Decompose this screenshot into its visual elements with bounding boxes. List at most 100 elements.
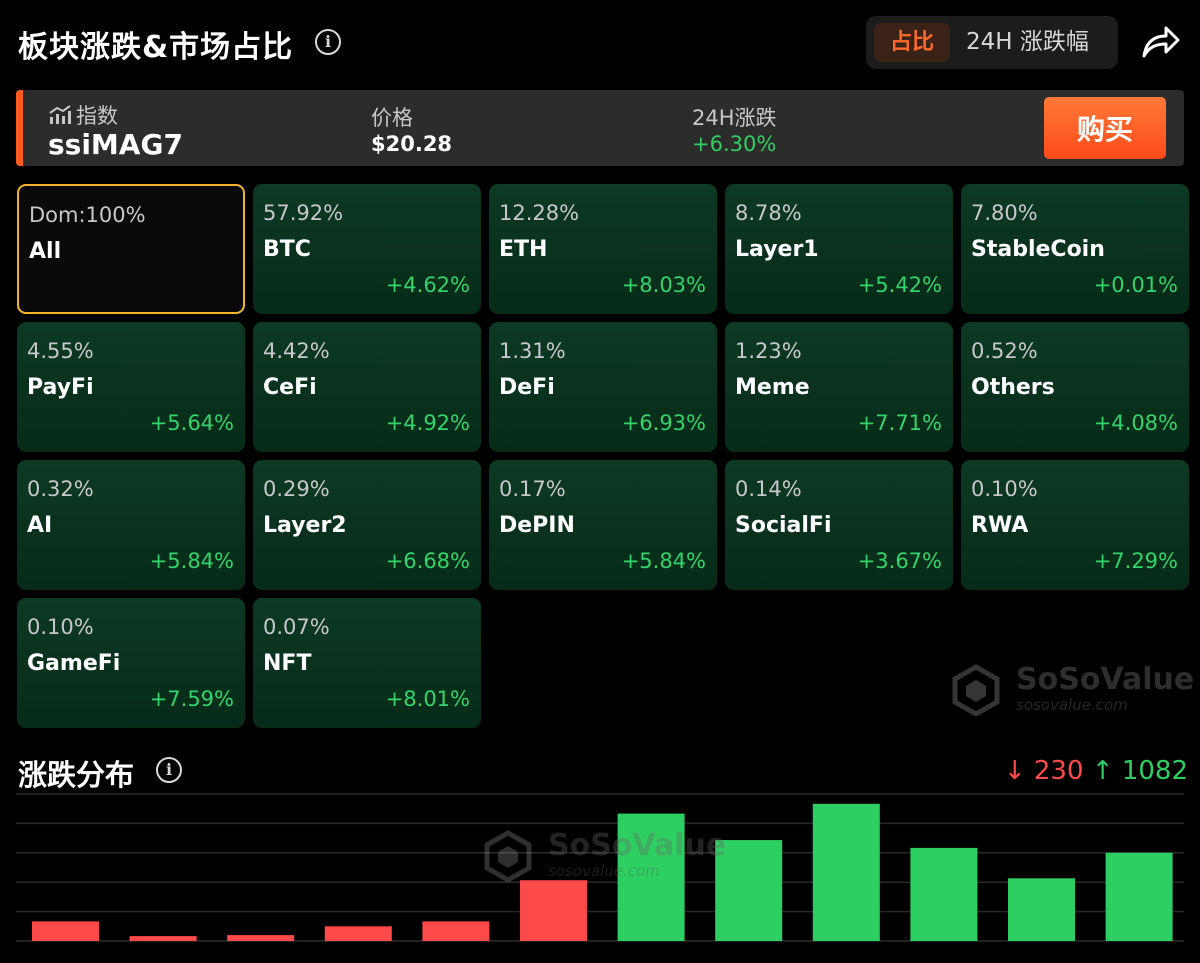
sector-dominance: 0.17%: [499, 477, 566, 501]
view-toggle: 占比 24H 涨跌幅: [866, 16, 1118, 69]
sector-name: RWA: [971, 513, 1029, 538]
sector-tile-payfi[interactable]: 4.55% PayFi +5.64%: [17, 322, 245, 452]
sector-change: +0.01%: [1093, 273, 1178, 297]
sector-grid: Dom:100% All 57.92% BTC +4.62% 12.28% ETH +8.03…: [17, 184, 1189, 730]
sector-dominance: 1.31%: [499, 339, 566, 363]
chart-icon: [49, 105, 71, 124]
sector-tile-defi[interactable]: 1.31% DeFi +6.93%: [489, 322, 717, 452]
sector-tile-all[interactable]: Dom:100% All: [17, 184, 245, 314]
sector-dominance: 0.14%: [735, 477, 802, 501]
distribution-title: 涨跌分布: [18, 758, 135, 792]
sector-name: StableCoin: [971, 237, 1105, 262]
sector-tile-ai[interactable]: 0.32% AI +5.84%: [17, 460, 245, 590]
sector-dominance: 0.29%: [263, 477, 330, 501]
bar-0[interactable]: [32, 921, 99, 941]
bar-8[interactable]: [812, 803, 880, 941]
buy-button[interactable]: 购买: [1044, 97, 1166, 159]
sector-tile-nft[interactable]: 0.07% NFT +8.01%: [253, 598, 481, 728]
index-label-text: 指数: [76, 104, 118, 128]
sector-dominance: 0.10%: [971, 477, 1038, 501]
sector-change: +5.64%: [149, 411, 234, 435]
bar-5[interactable]: [520, 880, 587, 941]
sector-change: +7.29%: [1093, 549, 1178, 573]
up-count: ↑ 1082: [1091, 756, 1188, 786]
sector-dominance: 0.07%: [263, 615, 330, 639]
share-icon[interactable]: [1140, 24, 1180, 60]
sector-tile-depin[interactable]: 0.17% DePIN +5.84%: [489, 460, 717, 590]
sector-tile-cefi[interactable]: 4.42% CeFi +4.92%: [253, 322, 481, 452]
bar-11[interactable]: [1105, 852, 1173, 941]
bar-2[interactable]: [227, 935, 295, 941]
page-title: 板块涨跌&市场占比: [18, 30, 294, 65]
bar-3[interactable]: [324, 926, 392, 941]
sector-change: +6.68%: [385, 549, 470, 573]
index-label: 指数: [48, 100, 118, 130]
sector-tile-stablecoin[interactable]: 7.80% StableCoin +0.01%: [961, 184, 1189, 314]
watermark-brand: SoSoValue: [1016, 662, 1195, 697]
sector-change: +7.71%: [857, 411, 942, 435]
sector-name: SocialFi: [735, 513, 832, 538]
sector-dominance: 12.28%: [499, 201, 580, 225]
bar-6[interactable]: [617, 813, 685, 941]
sector-tile-eth[interactable]: 12.28% ETH +8.03%: [489, 184, 717, 314]
bar-7[interactable]: [715, 840, 783, 941]
sector-change: +3.67%: [857, 549, 942, 573]
sector-dominance: Dom:100%: [29, 203, 146, 227]
brand-logo-icon: [952, 664, 1000, 716]
distribution-counts: ↓ 230 ↑ 1082: [1004, 756, 1188, 786]
sector-dominance: 4.42%: [263, 339, 330, 363]
watermark-brand: SoSoValue: [548, 828, 727, 863]
sector-tile-socialfi[interactable]: 0.14% SocialFi +3.67%: [725, 460, 953, 590]
sector-change: +4.62%: [385, 273, 470, 297]
sector-change: +4.92%: [385, 411, 470, 435]
sector-change: +7.59%: [149, 687, 234, 711]
sector-change: +5.84%: [621, 549, 706, 573]
sector-name: ETH: [499, 237, 548, 262]
watermark-url: sosovalue.com: [1016, 696, 1128, 714]
sector-tile-gamefi[interactable]: 0.10% GameFi +7.59%: [17, 598, 245, 728]
sector-tile-rwa[interactable]: 0.10% RWA +7.29%: [961, 460, 1189, 590]
bar-10[interactable]: [1008, 878, 1075, 941]
header: 板块涨跌&市场占比 i 占比 24H 涨跌幅: [0, 0, 1200, 88]
sector-dominance: 1.23%: [735, 339, 802, 363]
bar-4[interactable]: [422, 921, 490, 941]
sector-change: +4.08%: [1093, 411, 1178, 435]
sector-dominance: 0.10%: [27, 615, 94, 639]
distribution-info-icon[interactable]: i: [156, 757, 182, 783]
tab-24h-change[interactable]: 24H 涨跌幅: [966, 29, 1089, 55]
brand-logo-icon: [484, 830, 532, 882]
sector-name: AI: [27, 513, 53, 538]
distribution-chart: [16, 793, 1184, 942]
sector-name: NFT: [263, 651, 312, 676]
sector-dominance: 8.78%: [735, 201, 802, 225]
sector-dominance: 7.80%: [971, 201, 1038, 225]
sector-tile-layer2[interactable]: 0.29% Layer2 +6.68%: [253, 460, 481, 590]
sector-name: Others: [971, 375, 1055, 400]
sector-dominance: 57.92%: [263, 201, 344, 225]
watermark-url: sosovalue.com: [548, 862, 660, 880]
index-banner: 指数 ssiMAG7 价格 $20.28 24H涨跌 +6.30% 购买: [16, 90, 1184, 166]
change-label: 24H涨跌: [692, 106, 777, 130]
price-value: $20.28: [371, 132, 453, 156]
chart-watermark: SoSoValue sosovalue.com: [482, 826, 726, 886]
sector-dominance: 0.52%: [971, 339, 1038, 363]
down-count: ↓ 230: [1003, 756, 1084, 786]
sector-name: DeFi: [499, 375, 555, 400]
sector-name: PayFi: [27, 375, 94, 400]
sector-change: +8.01%: [385, 687, 470, 711]
sector-tile-btc[interactable]: 57.92% BTC +4.62%: [253, 184, 481, 314]
bar-1[interactable]: [129, 936, 197, 941]
sector-tile-others[interactable]: 0.52% Others +4.08%: [961, 322, 1189, 452]
accent-stripe: [16, 90, 23, 166]
sector-name: BTC: [263, 237, 311, 262]
sector-change: +8.03%: [621, 273, 706, 297]
index-name[interactable]: ssiMAG7: [48, 128, 183, 161]
tab-dominance[interactable]: 占比: [874, 23, 950, 62]
sector-tile-layer1[interactable]: 8.78% Layer1 +5.42%: [725, 184, 953, 314]
sector-name: Layer1: [735, 237, 819, 262]
sector-change: +5.84%: [149, 549, 234, 573]
sector-dominance: 0.32%: [27, 477, 94, 501]
sector-tile-meme[interactable]: 1.23% Meme +7.71%: [725, 322, 953, 452]
bar-9[interactable]: [910, 847, 978, 941]
info-icon[interactable]: i: [315, 29, 341, 55]
